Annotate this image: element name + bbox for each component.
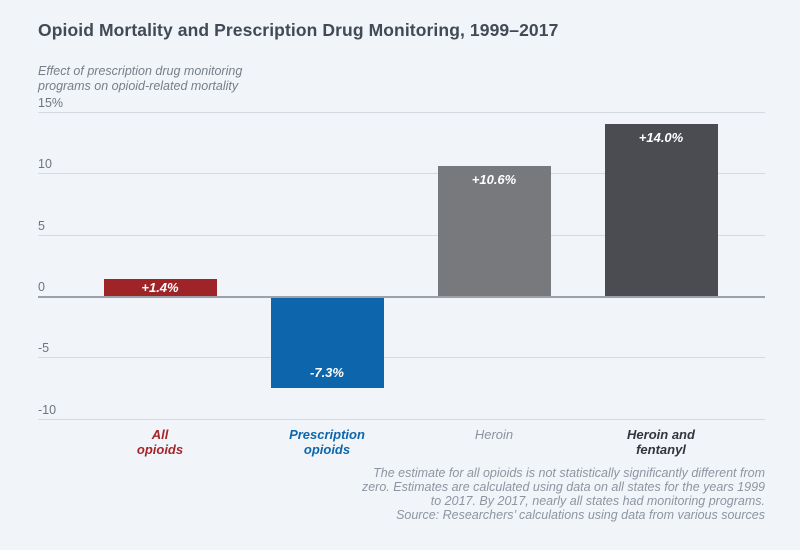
y-tick-label: 5 xyxy=(38,218,45,233)
chart-subtitle: Effect of prescription drug monitoring p… xyxy=(38,64,242,93)
chart-subtitle-line-1: Effect of prescription drug monitoring xyxy=(38,64,243,78)
plot-area: 15% 10 5 0 -5 -10 +1.4% All opioids -7.3% Prescrip… xyxy=(38,96,765,457)
chart-title: Opioid Mortality and Prescription Drug M… xyxy=(38,20,559,40)
footnote-line-3: to 2017. By 2017, nearly all states had … xyxy=(430,494,765,508)
footnote-line-1: The estimate for all opioids is not stat… xyxy=(373,466,765,480)
grid-line xyxy=(38,418,765,420)
grid-line xyxy=(38,173,765,175)
x-category-label-line: Prescription xyxy=(289,426,365,442)
x-category-label-line: opioids xyxy=(136,442,184,458)
y-tick-label: -10 xyxy=(38,402,57,417)
bar-value-label: +1.4% xyxy=(141,279,179,295)
x-category-label-line: fentanyl xyxy=(636,442,686,458)
bar-heroin: +10.6% xyxy=(437,165,551,297)
x-category-label-line: All xyxy=(151,426,169,442)
grid-line xyxy=(38,112,765,113)
chart-subtitle-line-2: programs on opioid-related mortality xyxy=(38,78,239,93)
bar-value-label: +10.6% xyxy=(471,171,517,187)
x-category-label-line: opioids xyxy=(303,442,351,458)
y-tick-label: -5 xyxy=(38,341,50,356)
y-tick-label: 15% xyxy=(38,96,64,110)
x-category-label-line: Heroin and xyxy=(627,426,695,442)
x-category-label-all-opioids: All opioids xyxy=(76,427,244,458)
bar-all-opioids: +1.4% xyxy=(103,278,217,297)
bar-value-label: -7.3% xyxy=(310,364,344,380)
x-category-label-heroin: Heroin xyxy=(410,427,578,443)
grid-line xyxy=(38,234,765,236)
x-category-label-prescription-opioids: Prescription opioids xyxy=(243,427,411,458)
bar-value-label: +14.0% xyxy=(638,130,684,146)
x-category-label-heroin-and-fentanyl: Heroin and fentanyl xyxy=(577,427,745,458)
y-tick-label: 10 xyxy=(38,157,52,172)
footnote: The estimate for all opioids is not stat… xyxy=(362,466,765,522)
bar-heroin-and-fentanyl: +14.0% xyxy=(604,124,718,297)
y-tick-label: 0 xyxy=(38,280,45,295)
footnote-line-4: Source: Researchers’ calculations using … xyxy=(396,508,765,522)
zero-baseline xyxy=(38,296,765,299)
x-category-label-line: Heroin xyxy=(474,426,514,442)
footnote-line-2: zero. Estimates are calculated using dat… xyxy=(361,480,765,494)
bar-prescription-opioids: -7.3% xyxy=(270,298,384,388)
grid-line xyxy=(38,357,765,359)
